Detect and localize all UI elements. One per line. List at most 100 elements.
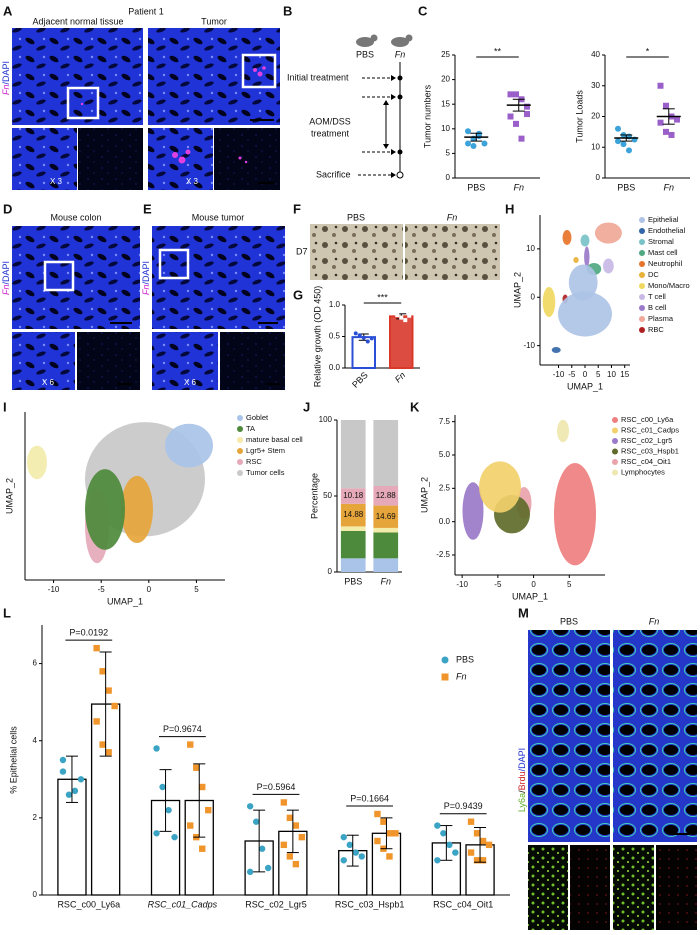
data-point (663, 128, 669, 135)
x-tick-label: 5 (567, 580, 572, 589)
p-value: P=0.9439 (444, 801, 483, 811)
data-point (246, 803, 254, 810)
x-tick-label: RSC_c01_Cadps (148, 899, 218, 909)
data-point (340, 857, 347, 864)
data-point (615, 138, 621, 145)
stain-label: Fn/DAPI (1, 261, 11, 295)
data-point (199, 845, 206, 852)
data-point (199, 783, 206, 791)
x-tick-label: PBS (344, 576, 362, 586)
legend-label: TA (246, 424, 255, 433)
x-tick-label: RSC_c00_Ly6a (57, 899, 120, 909)
x-axis-label: UMAP_1 (107, 596, 143, 606)
fn-signal (172, 149, 248, 164)
legend-marker (612, 417, 618, 423)
y-tick-label: 7.5 (439, 417, 451, 426)
data-point (280, 841, 288, 849)
y-tick-label: 10 (526, 244, 535, 253)
panel-letter: B (283, 3, 292, 18)
stain-sep: / (517, 790, 527, 793)
data-point (507, 113, 514, 120)
y-tick-label: 10 (441, 124, 450, 133)
legend-label: RSC_c00_Ly6a (621, 415, 674, 424)
legend-marker (237, 426, 243, 432)
x-tick-label: RSC_c04_Oit1 (433, 899, 493, 909)
legend-label: Goblet (246, 413, 269, 422)
data-point (340, 833, 347, 841)
micrograph (12, 226, 140, 329)
legend-label: PBS (456, 654, 474, 664)
data-point (252, 818, 260, 825)
panel-letter: C (418, 3, 428, 18)
y-tick-label: 25 (441, 50, 450, 59)
y-axis-label: Tumor numbers (422, 84, 432, 148)
data-point (353, 331, 358, 336)
data-point (369, 336, 374, 341)
legend-marker (639, 305, 645, 311)
bar-segment (373, 486, 399, 506)
data-point (663, 102, 669, 109)
panel-a-right-title: Tumor (201, 16, 227, 26)
data-point (434, 822, 441, 829)
inset (77, 332, 140, 390)
y-axis-label: UMAP_2 (419, 477, 429, 513)
data-point (65, 791, 73, 798)
data-point (674, 116, 680, 123)
cell-cluster (584, 246, 590, 268)
data-point (440, 830, 447, 837)
cell-cluster (542, 287, 556, 317)
data-point (441, 656, 449, 664)
y-tick-label: 4 (33, 736, 38, 745)
data-point (374, 837, 381, 845)
legend-marker (639, 217, 645, 223)
data-point (292, 860, 300, 868)
legend-label: RSC_c01_Cadps (621, 425, 679, 434)
data-point (77, 776, 85, 783)
data-point (473, 857, 481, 864)
y-axis-label: UMAP_2 (4, 478, 14, 514)
legend-label: Mast cell (648, 248, 678, 257)
data-point (346, 841, 353, 849)
data-point (358, 853, 365, 860)
data-point (392, 830, 399, 837)
y-axis-label: Relative growth (OD 450) (312, 286, 322, 388)
micrograph (613, 630, 697, 842)
data-point (365, 339, 370, 344)
group-label: Fn (649, 616, 660, 626)
y-axis-label: Percentage (309, 473, 319, 519)
stain-fn: Fn (1, 85, 11, 96)
legend-label: B cell (648, 303, 667, 312)
inset (12, 332, 75, 390)
p-value: P=0.5964 (257, 782, 296, 792)
data-point (441, 673, 449, 681)
cell-cluster (554, 463, 596, 566)
step-label: treatment (311, 128, 350, 138)
cell-cluster (557, 419, 569, 443)
bar-segment (340, 530, 366, 559)
panel-letter: J (303, 399, 310, 414)
x-tick-label: -10 (48, 585, 60, 594)
cell-cluster (121, 475, 153, 544)
data-point (352, 849, 359, 856)
data-point (280, 799, 288, 806)
data-label: 10.18 (343, 491, 364, 500)
data-label: 12.88 (376, 491, 397, 500)
legend-label: Lymphocytes (621, 467, 665, 476)
data-point (481, 140, 488, 147)
stain-label: Fn/DAPI (141, 261, 151, 295)
x-tick-label: 5 (596, 370, 601, 379)
y-tick-label: 0 (531, 292, 536, 301)
panel-letter: D (3, 201, 12, 216)
y-tick-label: 30 (591, 81, 600, 90)
data-point (59, 768, 67, 775)
legend-marker (639, 283, 645, 289)
data-point (105, 687, 112, 694)
bar-segment (340, 503, 366, 527)
data-point (258, 845, 266, 852)
panel-letter: A (3, 3, 13, 18)
data-point (374, 810, 381, 818)
data-point (473, 830, 481, 837)
legend-label: Epithelial (648, 215, 679, 224)
data-point (507, 91, 514, 98)
